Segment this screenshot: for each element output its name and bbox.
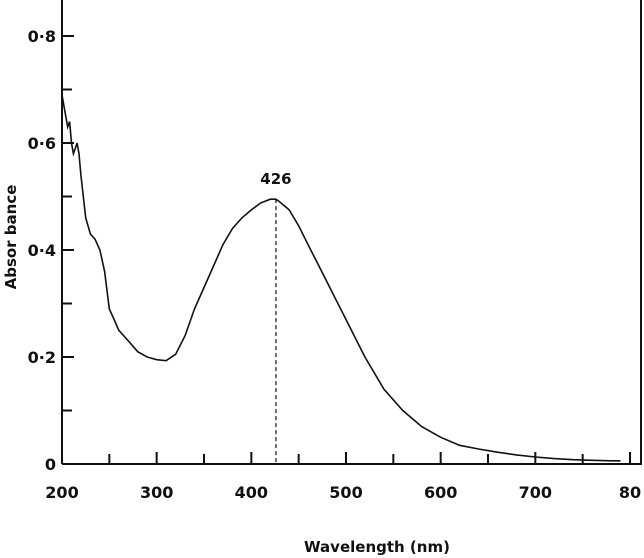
y-axis-title: Absor bance <box>2 185 20 290</box>
y-tick-label: 0·4 <box>28 241 56 260</box>
x-tick-label: 500 <box>329 483 362 502</box>
x-tick-label: 300 <box>140 483 173 502</box>
x-axis-title: Wavelength (nm) <box>304 538 450 556</box>
x-tick-label: 400 <box>235 483 268 502</box>
ticks-layer <box>61 35 631 465</box>
x-tick-label: 600 <box>424 483 457 502</box>
y-tick-label: 0·8 <box>28 27 56 46</box>
y-tick-label: 0·6 <box>28 134 56 153</box>
x-tick-label: 700 <box>519 483 552 502</box>
absorbance-curve <box>61 94 621 462</box>
y-tick-label: 0·2 <box>28 348 56 367</box>
x-tick-label: 200 <box>45 483 78 502</box>
x-tick-label: 80 <box>619 483 641 502</box>
y-tick-label: 0 <box>45 455 56 474</box>
peak-label: 426 <box>260 170 291 188</box>
